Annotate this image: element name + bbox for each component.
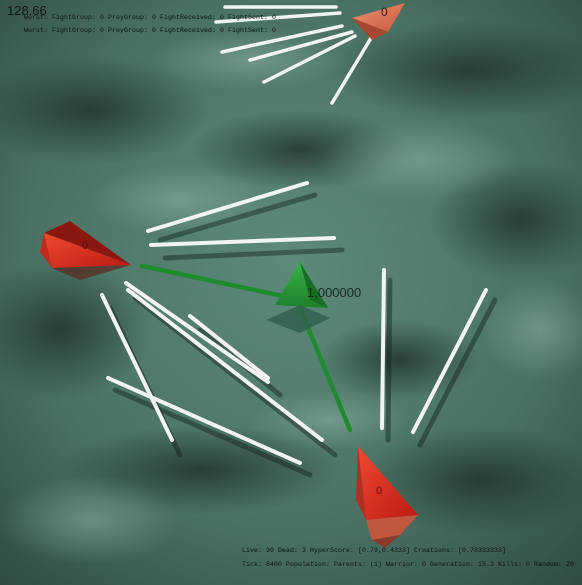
agent-bottom[interactable] [356,446,418,548]
target-marker[interactable] [266,262,330,333]
bottom-agent-sensors [380,268,488,434]
info-line-2: Tick: 8400 Population: Parents: (1) Warr… [242,561,575,568]
terrain-clouds [0,20,582,565]
left-agent-sensors [100,181,336,465]
agent-left[interactable] [40,221,131,280]
agent-bottom-label: 0 [376,485,383,497]
target-value-label: 1,000000 [307,285,362,300]
agent-top-label: 0 [381,5,388,19]
agent-top[interactable] [352,3,405,40]
status-line-1: Worst: FightGroup: 0 PreyGroup: 0 FightR… [24,14,277,21]
timer-readout: 128.66 [7,3,47,18]
agent-left-label: 0 [82,240,89,252]
info-line-1: Live: 30 Dead: 3 HyperScore: [0.79,0.433… [242,547,507,554]
top-agent-sensors [214,5,373,105]
status-line-2: Worst: FightGroup: 0 PreyGroup: 0 FightR… [24,27,277,34]
